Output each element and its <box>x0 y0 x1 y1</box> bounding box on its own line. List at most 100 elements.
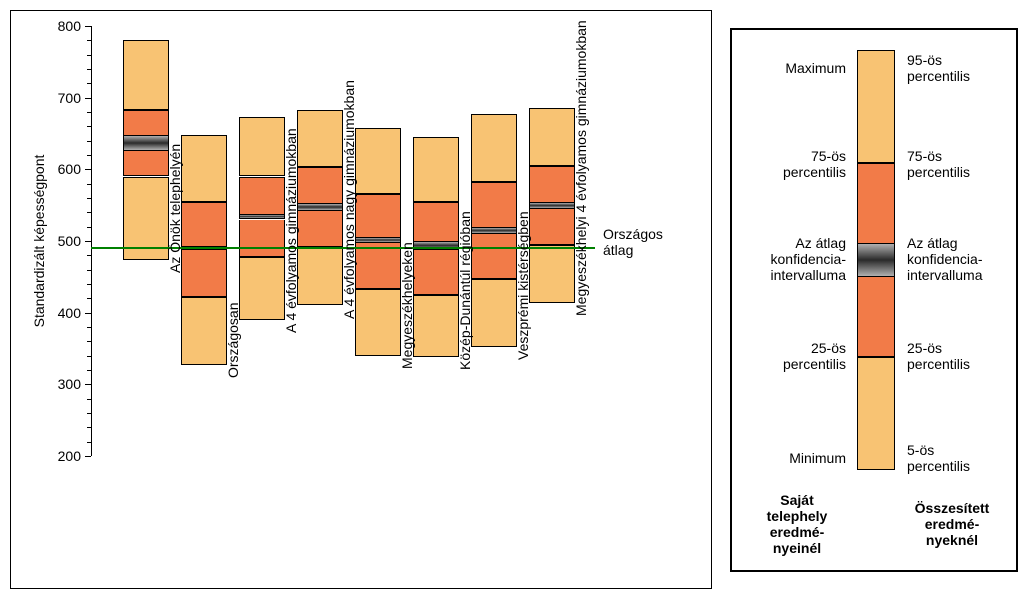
box-segment <box>123 151 169 176</box>
box-segment <box>471 234 517 279</box>
y-tick-minor <box>87 370 91 371</box>
y-tick-major <box>85 384 91 385</box>
box-segment <box>355 243 401 289</box>
box-segment <box>181 202 227 246</box>
national-average-label: Országos átlag <box>603 226 663 258</box>
box-segment <box>239 257 285 320</box>
box-segment <box>529 108 575 165</box>
y-tick-minor <box>87 212 91 213</box>
box-segment <box>471 279 517 347</box>
box-segment <box>297 167 343 203</box>
y-tick-minor <box>87 227 91 228</box>
box-segment <box>239 177 285 214</box>
category-label: Országosan <box>225 302 241 377</box>
box-segment <box>123 110 169 135</box>
box-segment <box>471 182 517 226</box>
y-tick-label: 200 <box>58 448 81 464</box>
y-tick-minor <box>87 198 91 199</box>
category-label: A 4 évfolyamos gimnáziumokban <box>283 128 299 333</box>
box-segment <box>239 117 285 176</box>
box-segment <box>413 295 459 357</box>
box-segment <box>413 250 459 295</box>
y-tick-minor <box>87 112 91 113</box>
category-label: Megyeszékhelyi 4 évfolyamos gimnáziumokb… <box>573 21 589 317</box>
legend-left-p75: 75-ös percentilis <box>783 148 846 180</box>
y-tick-minor <box>87 327 91 328</box>
y-tick-minor <box>87 55 91 56</box>
box-segment <box>355 128 401 194</box>
legend-left-max: Maximum <box>785 60 846 76</box>
box-segment <box>123 40 169 110</box>
legend-left-ci: Az átlag konfidencia- intervalluma <box>771 235 847 283</box>
box-segment <box>239 220 285 257</box>
y-tick-label: 700 <box>58 90 81 106</box>
legend-frame: Maximum 75-ös percentilis Az átlag konfi… <box>730 28 1018 572</box>
y-tick-minor <box>87 298 91 299</box>
y-tick-label: 500 <box>58 233 81 249</box>
box-segment <box>471 227 517 234</box>
box-segment <box>471 114 517 182</box>
category-label: Veszprémi kistérségben <box>515 211 531 360</box>
y-tick-minor <box>87 413 91 414</box>
box-segment <box>413 137 459 202</box>
y-tick-major <box>85 456 91 457</box>
y-tick-label: 800 <box>58 18 81 34</box>
box-segment <box>181 297 227 365</box>
legend-box-segment <box>857 277 895 357</box>
y-tick-major <box>85 98 91 99</box>
legend-left-min: Minimum <box>789 450 846 466</box>
y-tick-minor <box>87 126 91 127</box>
box-segment <box>529 245 575 304</box>
legend-right-p95: 95-ös percentilis <box>907 52 970 84</box>
legend-left-p25: 25-ös percentilis <box>783 340 846 372</box>
y-tick-label: 300 <box>58 376 81 392</box>
y-tick-major <box>85 169 91 170</box>
box-segment <box>529 209 575 245</box>
y-tick-minor <box>87 40 91 41</box>
legend-box-segment <box>857 163 895 243</box>
box-segment <box>297 110 343 167</box>
box-segment <box>181 135 227 202</box>
y-tick-label: 600 <box>58 161 81 177</box>
y-tick-minor <box>87 270 91 271</box>
y-tick-minor <box>87 399 91 400</box>
box-segment <box>355 289 401 356</box>
box-segment <box>297 211 343 247</box>
legend-right-p75: 75-ös percentilis <box>907 148 970 180</box>
y-tick-minor <box>87 69 91 70</box>
box-segment <box>413 202 459 241</box>
category-label: Megyeszékhelyeken <box>399 242 415 369</box>
plot-area: Országos átlag Standardizált képességpon… <box>91 26 621 586</box>
legend-bottom-right: Összesített eredmé- nyeknél <box>897 500 1007 548</box>
box-segment <box>181 250 227 297</box>
legend-bottom-left: Saját telephely eredmé- nyeinél <box>742 492 852 556</box>
box-segment <box>529 166 575 202</box>
legend-box-segment <box>857 50 895 163</box>
y-tick-minor <box>87 83 91 84</box>
y-tick-minor <box>87 255 91 256</box>
y-axis-title: Standardizált képességpont <box>31 155 47 328</box>
y-tick-major <box>85 241 91 242</box>
box-segment <box>297 247 343 306</box>
legend-box-segment <box>857 357 895 470</box>
box-segment <box>297 203 343 211</box>
legend-right-p5: 5-ös percentilis <box>907 442 970 474</box>
legend-box-segment <box>857 243 895 277</box>
chart-frame: Országos átlag Standardizált képességpon… <box>10 10 712 589</box>
y-axis-line <box>91 26 92 456</box>
box-segment <box>123 135 169 151</box>
y-tick-minor <box>87 427 91 428</box>
legend-right-p25: 25-ös percentilis <box>907 340 970 372</box>
y-tick-minor <box>87 442 91 443</box>
y-tick-label: 400 <box>58 305 81 321</box>
category-label: Az Önök telephelyén <box>167 144 183 273</box>
box-segment <box>529 202 575 209</box>
box-segment <box>355 194 401 237</box>
y-tick-major <box>85 26 91 27</box>
y-tick-minor <box>87 141 91 142</box>
y-tick-major <box>85 313 91 314</box>
category-label: Közép-Dunántúl régióban <box>457 211 473 370</box>
ref-label-line1: Országos <box>603 226 663 242</box>
y-tick-minor <box>87 356 91 357</box>
legend-right-ci: Az átlag konfidencia- intervalluma <box>907 235 983 283</box>
